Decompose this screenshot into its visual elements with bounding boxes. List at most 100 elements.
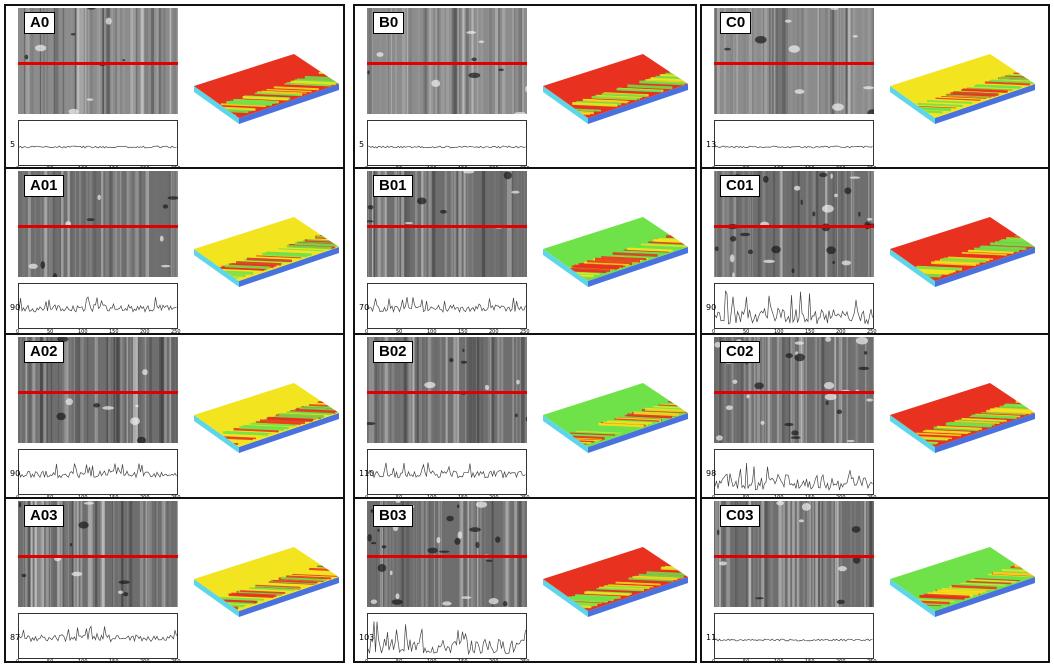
x-tick-label: 0 (16, 659, 20, 663)
x-tick-label: 50 (743, 166, 749, 167)
x-tick-label: 200 (140, 659, 150, 663)
panel-label: A02 (24, 341, 64, 363)
x-tick-label: 100 (774, 329, 784, 335)
y-axis-label: 11 (706, 633, 717, 642)
panel-a0: A05050100150200250 (4, 4, 345, 169)
panel-c01: C01 90 0 50 100 150 200 250 (700, 167, 1050, 335)
scan-line (18, 391, 178, 394)
y-axis-label: 98 (706, 469, 717, 478)
scan-line (367, 555, 527, 558)
y-axis-label: 87 (10, 633, 21, 642)
x-tick-label: 250 (867, 329, 877, 335)
scan-line (714, 391, 874, 394)
surface-3d-map (184, 46, 343, 126)
profile-line (368, 145, 526, 149)
x-tick-label: 250 (520, 329, 530, 335)
profile-line (715, 290, 873, 326)
panel-label: B03 (373, 505, 413, 527)
surface-3d-map (880, 209, 1040, 289)
x-tick-label: 0 (712, 166, 715, 167)
x-tick-label: 50 (743, 659, 750, 663)
profile-line (368, 296, 526, 313)
x-tick-label: 100 (78, 329, 88, 335)
x-tick-label: 150 (805, 329, 815, 335)
surface-3d-map (533, 209, 693, 289)
profile-line (19, 463, 177, 479)
surface-3d-map (880, 539, 1040, 619)
sem-micrograph (18, 8, 178, 114)
panel-label: B0 (373, 12, 405, 34)
roughness-profile (367, 613, 527, 659)
panel-label: C03 (720, 505, 760, 527)
panel-label: B01 (373, 175, 413, 197)
x-tick-label: 200 (489, 659, 499, 663)
y-axis-label: 5 (10, 140, 16, 149)
profile-line (715, 462, 873, 491)
roughness-profile (367, 120, 527, 166)
surface-3d-map (880, 46, 1040, 126)
y-axis-label: 13 (706, 140, 717, 149)
x-tick-label: 250 (171, 166, 181, 167)
x-tick-label: 200 (489, 166, 499, 167)
scan-line (714, 225, 874, 228)
surface-3d-map (184, 539, 343, 619)
scan-line (18, 62, 178, 65)
x-tick-label: 0 (16, 495, 19, 497)
x-tick-label: 100 (774, 166, 784, 167)
panel-label: B02 (373, 341, 413, 363)
x-tick-label: 100 (427, 166, 437, 167)
x-tick-label: 200 (489, 329, 499, 335)
x-tick-label: 150 (458, 659, 468, 663)
sem-micrograph (714, 501, 874, 607)
profile-line (19, 296, 177, 313)
y-axis-label: 70 (359, 303, 370, 312)
x-tick-label: 0 (365, 166, 368, 167)
x-tick-label: 150 (458, 329, 468, 335)
panel-c03: C03 11 0 50 100 150 200 250 (700, 497, 1050, 663)
x-tick-label: 0 (712, 495, 715, 497)
x-tick-label: 0 (712, 659, 716, 663)
x-tick-label: 200 (140, 495, 150, 497)
surface-3d-map (184, 375, 343, 455)
sem-micrograph (367, 337, 527, 443)
panel-label: A0 (24, 12, 56, 34)
x-tick-label: 100 (78, 166, 88, 167)
scan-line (714, 555, 874, 558)
x-tick-label: 100 (427, 659, 437, 663)
x-tick-label: 250 (867, 495, 877, 497)
panel-a02: A02 90 0 50 100 150 200 250 (4, 333, 345, 499)
surface-3d-map (184, 209, 343, 289)
y-axis-label: 5 (359, 140, 365, 149)
roughness-profile (18, 449, 178, 495)
x-tick-label: 150 (109, 495, 119, 497)
panel-label: C01 (720, 175, 760, 197)
x-tick-label: 50 (47, 659, 54, 663)
surface-3d-map (533, 46, 693, 126)
x-tick-label: 250 (171, 329, 181, 335)
profile-line (368, 621, 526, 656)
x-tick-label: 250 (520, 659, 530, 663)
panel-label: A01 (24, 175, 64, 197)
x-tick-label: 250 (867, 166, 877, 167)
x-tick-label: 100 (78, 495, 88, 497)
x-tick-label: 200 (489, 495, 499, 497)
panel-label: C0 (720, 12, 752, 34)
x-tick-label: 50 (396, 166, 402, 167)
x-tick-label: 100 (774, 495, 784, 497)
x-tick-label: 200 (836, 166, 846, 167)
x-tick-label: 150 (458, 166, 468, 167)
sem-micrograph (367, 171, 527, 277)
profile-line (19, 145, 177, 149)
panel-b02: B02 110 0 50 100 150 200 250 (353, 333, 697, 499)
panel-c02: C02 98 0 50 100 150 200 250 (700, 333, 1050, 499)
x-tick-label: 150 (805, 166, 815, 167)
x-tick-label: 150 (458, 495, 468, 497)
scan-line (367, 225, 527, 228)
x-tick-label: 200 (140, 166, 150, 167)
roughness-profile (714, 283, 874, 329)
roughness-profile (18, 283, 178, 329)
panel-c0: C0 13 0 50 100 150 200 250 (700, 4, 1050, 169)
x-tick-label: 0 (365, 329, 369, 335)
scan-line (714, 62, 874, 65)
